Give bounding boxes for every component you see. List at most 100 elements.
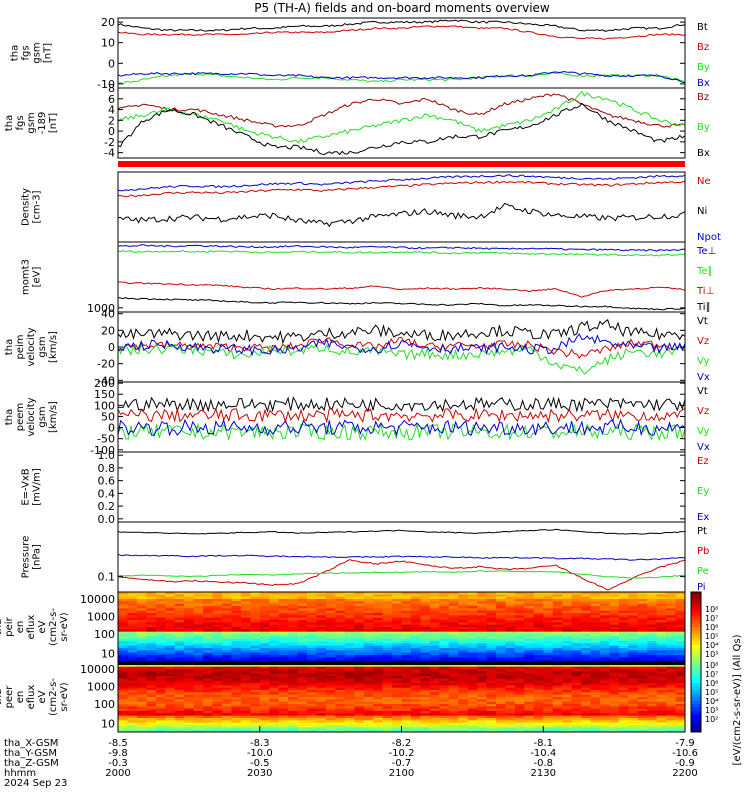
ylabel-line: gsm: [26, 112, 37, 133]
panel-frame: [117, 171, 686, 243]
ylabel-efield: E=-VxB [mV/m]: [21, 468, 43, 506]
panel-fgs_gsm_zoom: tha fgs gsm -189 [nT]: [4, 87, 686, 159]
quality-flag-bar: [118, 161, 685, 167]
xaxis-t-label: 2000: [105, 768, 130, 779]
ylabel-line: peem: [15, 403, 26, 431]
series-fgs_gsm_zoom-Bx: [118, 102, 685, 156]
xaxis-x-label: -8.3: [250, 738, 270, 749]
ytick-label: 0.2: [98, 500, 116, 513]
ylabel-line: [nPa]: [32, 544, 43, 570]
ylabel-fgs_gsm_zoom: tha fgs gsm -189 [nT]: [4, 112, 59, 135]
ytick-label: 10: [101, 648, 115, 661]
ytick-label: 0.0: [98, 513, 116, 526]
legend-Ex: Ex: [697, 512, 709, 523]
legend-Pi: Pi: [697, 582, 706, 593]
ytick-label: 10000: [80, 663, 115, 676]
panel-frame: [117, 381, 686, 453]
ylabel-line: peim: [15, 334, 26, 359]
xaxis-x-label: -8.2: [392, 738, 412, 749]
colorbar-label: [eV/(cm2-s-sr-eV)] (All Qs): [732, 634, 743, 765]
ylabel-line: peer: [4, 685, 15, 709]
ylabel-line: [mV/m]: [32, 468, 43, 506]
ytick-label: 1000: [87, 302, 115, 315]
ylabel-line: (cm2-s-: [48, 678, 59, 716]
colorbar-tick: 10⁴: [705, 697, 718, 706]
colorbar: [690, 591, 702, 733]
ylabel-line: peir: [4, 616, 15, 636]
series-fgs_gsm-Bt: [118, 19, 685, 32]
ylabel-line: velocity: [26, 327, 37, 366]
ytick-label: 100: [94, 628, 115, 641]
panel-frame: [117, 451, 686, 523]
ylabel-line: Density: [21, 188, 32, 226]
xaxis-z-label: -0.5: [250, 758, 270, 769]
ylabel-pressure: Pressure [nPa]: [21, 536, 43, 579]
xaxis-x-label: -8.1: [533, 738, 553, 749]
ytick-label: 100: [94, 399, 115, 412]
xaxis-t-label: 2030: [247, 768, 272, 779]
ylabel-line: [nT]: [43, 43, 54, 63]
legend-Vt: Vt: [697, 386, 708, 397]
ytick-label: 50: [101, 410, 115, 423]
xaxis-x-label: -7.9: [675, 738, 695, 749]
ytick-label: -40: [97, 374, 115, 387]
xaxis-y-label: -9.8: [108, 748, 128, 759]
colorbar-tick: 10⁸: [705, 661, 718, 670]
series-temperature-Ti∥: [118, 296, 685, 311]
ylabel-line: [eV]: [32, 267, 43, 288]
legend-Pb: Pb: [697, 546, 709, 557]
colorbar-tick: 10²: [705, 715, 718, 724]
legend-Pt: Pt: [697, 526, 707, 537]
colorbar-tick: 10³: [705, 650, 718, 659]
ylabel-line: eV: [37, 690, 48, 703]
xaxis-row-label: tha_X-GSM: [4, 738, 58, 749]
ytick-label: 0.8: [98, 462, 116, 475]
ylabel-line: Pressure: [21, 536, 32, 579]
ytick-label: 0.6: [98, 475, 116, 488]
ylabel-line: momt3: [21, 259, 32, 295]
ylabel-density: Density [cm-3]: [21, 188, 43, 226]
ylabel-line: gsm: [37, 406, 48, 427]
ytick-label: 10000: [80, 593, 115, 606]
legend-Bt: Bt: [697, 22, 708, 33]
legend-Vt: Vt: [697, 316, 708, 327]
legend-Pe: Pe: [697, 566, 709, 577]
ylabel-line: tha: [0, 689, 4, 705]
ytick-label: 1000: [87, 611, 115, 624]
xaxis-t-label: 2200: [672, 768, 697, 779]
ylabel-peem_velocity: tha peem velocity gsm [km/s]: [4, 397, 59, 436]
ylabel-fgs_gsm: tha fgs gsm [nT]: [10, 42, 54, 63]
panel-peim_velocity: tha peim velocity gsm [km/s]: [4, 311, 686, 383]
ytick-label: 20: [101, 324, 115, 337]
ylabel-line: (cm2-s-: [48, 608, 59, 646]
legend-Ne: Ne: [697, 176, 711, 187]
legend-Bz: Bz: [697, 92, 709, 103]
ytick-label: 0: [108, 57, 115, 70]
ytick-label: 10: [101, 37, 115, 50]
plot-title: P5 (TH-A) fields and on-board moments ov…: [254, 1, 550, 15]
ylabel-temperature: momt3 [eV]: [21, 259, 43, 295]
series-peem_velocity-Vy: [118, 422, 685, 442]
ytick-label: 20: [101, 16, 115, 29]
ylabel-line: [km/s]: [48, 331, 59, 363]
ytick-label: -20: [97, 358, 115, 371]
colorbar-tick: 10⁵: [705, 632, 718, 641]
panel-frame: [117, 87, 686, 159]
legend-Bz: Bz: [697, 42, 709, 53]
ylabel-line: velocity: [26, 397, 37, 436]
legend-Vz: Vz: [697, 406, 709, 417]
ytick-label: -50: [97, 433, 115, 446]
colorbar-tick: 10⁶: [705, 623, 718, 632]
ylabel-line: [cm-3]: [32, 190, 43, 223]
series-density-Ni: [118, 202, 685, 228]
xaxis-z-label: -0.8: [533, 758, 553, 769]
legend-Ni: Ni: [697, 206, 707, 217]
ylabel-line: E=-VxB: [21, 468, 32, 505]
ylabel-line: gsm: [37, 336, 48, 357]
series-pressure-Pi: [118, 553, 685, 561]
ylabel-peir: tha peir en eflux eV (cm2-s-sr-eV): [0, 608, 70, 646]
ytick-label: 4: [108, 104, 115, 117]
panel-pressure: Pressure [nPa]: [21, 521, 686, 593]
ylabel-line: eV: [37, 620, 48, 633]
